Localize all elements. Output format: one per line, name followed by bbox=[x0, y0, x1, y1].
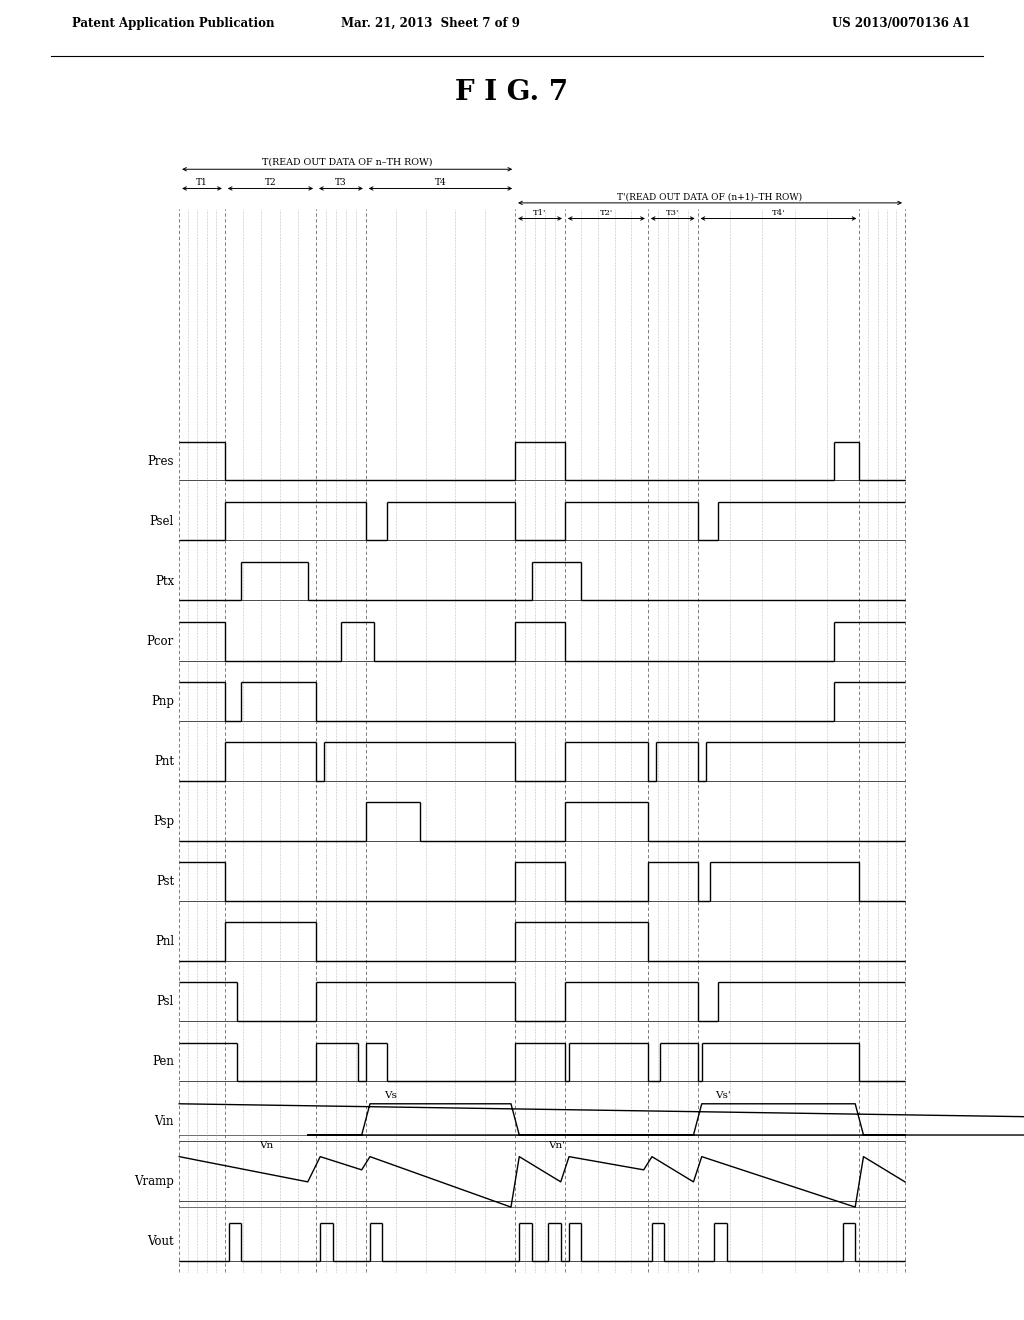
Text: T'(READ OUT DATA OF (n+1)–TH ROW): T'(READ OUT DATA OF (n+1)–TH ROW) bbox=[617, 193, 803, 202]
Text: Psl: Psl bbox=[157, 995, 174, 1008]
Text: Vs: Vs bbox=[384, 1092, 397, 1100]
Text: Pnl: Pnl bbox=[155, 935, 174, 948]
Text: Mar. 21, 2013  Sheet 7 of 9: Mar. 21, 2013 Sheet 7 of 9 bbox=[341, 17, 519, 30]
Text: US 2013/0070136 A1: US 2013/0070136 A1 bbox=[831, 17, 971, 30]
Text: T4: T4 bbox=[434, 178, 446, 187]
Text: F I G. 7: F I G. 7 bbox=[456, 79, 568, 106]
Text: Patent Application Publication: Patent Application Publication bbox=[72, 17, 274, 30]
Text: Pres: Pres bbox=[147, 454, 174, 467]
Text: T1: T1 bbox=[197, 178, 208, 187]
Text: Vn': Vn' bbox=[548, 1140, 565, 1150]
Text: Vin: Vin bbox=[155, 1115, 174, 1129]
Text: Vout: Vout bbox=[147, 1236, 174, 1249]
Text: T2: T2 bbox=[264, 178, 276, 187]
Text: Ptx: Ptx bbox=[155, 574, 174, 587]
Text: Pen: Pen bbox=[153, 1055, 174, 1068]
Text: T3: T3 bbox=[335, 178, 347, 187]
Text: T2': T2' bbox=[600, 210, 613, 218]
Text: Pnp: Pnp bbox=[152, 694, 174, 708]
Text: T(READ OUT DATA OF n–TH ROW): T(READ OUT DATA OF n–TH ROW) bbox=[262, 158, 432, 166]
Text: Pnt: Pnt bbox=[154, 755, 174, 768]
Text: Vn: Vn bbox=[259, 1140, 273, 1150]
Text: T1': T1' bbox=[534, 210, 547, 218]
Text: Psel: Psel bbox=[150, 515, 174, 528]
Text: Psp: Psp bbox=[153, 814, 174, 828]
Text: Pcor: Pcor bbox=[146, 635, 174, 648]
Text: T4': T4' bbox=[772, 210, 785, 218]
Text: Pst: Pst bbox=[156, 875, 174, 888]
Text: Vramp: Vramp bbox=[134, 1175, 174, 1188]
Text: T3': T3' bbox=[666, 210, 679, 218]
Text: Vs': Vs' bbox=[715, 1092, 730, 1100]
